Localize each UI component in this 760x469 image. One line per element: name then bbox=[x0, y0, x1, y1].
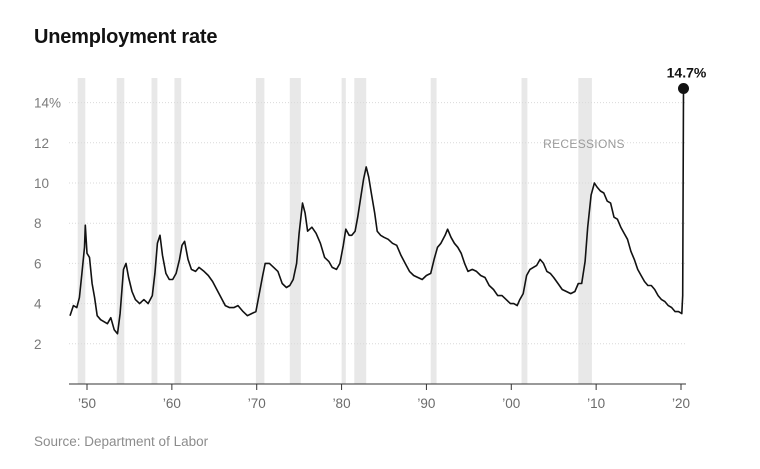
y-tick-label: 4 bbox=[34, 297, 42, 312]
recession-band bbox=[255, 78, 265, 384]
recession-band bbox=[174, 78, 182, 384]
recession-band bbox=[341, 78, 346, 384]
latest-value-point bbox=[678, 83, 689, 94]
recession-band bbox=[289, 78, 301, 384]
recession-band bbox=[354, 78, 367, 384]
x-tick-label: ’60 bbox=[163, 396, 181, 411]
x-tick-label: ’20 bbox=[672, 396, 690, 411]
recession-band bbox=[578, 78, 592, 384]
source-note: Source: Department of Labor bbox=[34, 434, 209, 449]
x-tick-label: ’00 bbox=[502, 396, 520, 411]
x-tick-label: ’80 bbox=[333, 396, 351, 411]
y-tick-label: 10 bbox=[34, 176, 49, 191]
y-tick-label: 14% bbox=[34, 96, 61, 111]
recession-bands bbox=[77, 78, 592, 384]
y-tick-label: 2 bbox=[34, 337, 42, 352]
recession-band bbox=[77, 78, 86, 384]
x-tick-label: ’90 bbox=[417, 396, 435, 411]
recession-band bbox=[430, 78, 437, 384]
latest-value-label: 14.7% bbox=[667, 65, 707, 81]
x-axis: ’50 ’60 ’70 ’80 ’90 ’00 ’10 ’20 bbox=[78, 384, 690, 411]
recession-band bbox=[116, 78, 125, 384]
recession-band bbox=[521, 78, 528, 384]
y-tick-label: 12 bbox=[34, 136, 49, 151]
chart-title: Unemployment rate bbox=[34, 26, 218, 48]
x-tick-label: ’10 bbox=[587, 396, 605, 411]
y-axis: 14% 12 10 8 6 4 2 bbox=[34, 96, 686, 352]
recession-band bbox=[151, 78, 158, 384]
unemployment-series-line bbox=[69, 88, 685, 335]
y-tick-label: 6 bbox=[34, 256, 42, 271]
x-tick-label: ’50 bbox=[78, 396, 96, 411]
x-tick-label: ’70 bbox=[248, 396, 266, 411]
recessions-label: RECESSIONS bbox=[543, 137, 625, 151]
y-tick-label: 8 bbox=[34, 216, 42, 231]
